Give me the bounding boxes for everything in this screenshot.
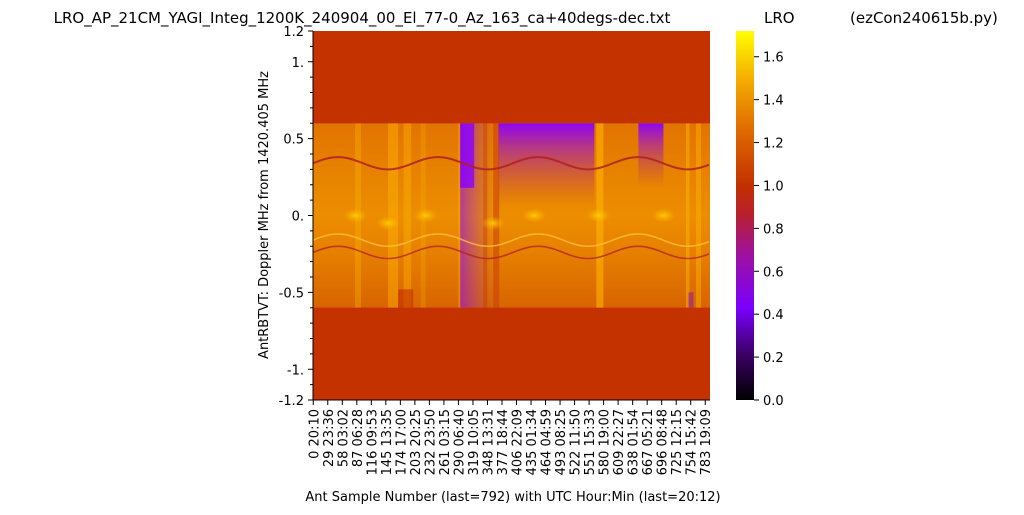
bright-stripe (695, 123, 701, 308)
y-axis-label: AntRBTVT: Doppler MHz from 1420.405 MHz (257, 71, 272, 359)
x-tick-label: 522 11:50 (569, 409, 584, 475)
bright-spot (586, 208, 611, 223)
y-tick-label: -1. (287, 363, 304, 378)
dark-stripe (483, 123, 488, 308)
x-tick-label: 493 08:25 (554, 409, 569, 475)
x-tick-label: 580 19:00 (598, 409, 613, 475)
colorbar-tick-label: 1.0 (763, 179, 784, 194)
y-tick-label: 0. (292, 210, 304, 225)
x-tick-label: 0 20:10 (307, 409, 322, 459)
plot-area (313, 31, 710, 400)
doppler-track (313, 156, 710, 171)
x-tick-label: 406 22:09 (511, 409, 526, 475)
x-tick-label: 232 23:50 (423, 409, 438, 475)
colorbar-tick-label: 1.4 (763, 94, 784, 109)
x-axis-label: Ant Sample Number (last=792) with UTC Ho… (305, 490, 720, 505)
x-tick-label: 58 03:02 (336, 409, 351, 467)
x-tick-label: 87 06:28 (351, 409, 366, 467)
x-tick-label: 377 18:44 (496, 409, 511, 475)
x-tick-label: 145 13:35 (380, 409, 395, 475)
low-region (460, 123, 494, 308)
x-tick-label: 319 10:05 (467, 409, 482, 475)
x-tick-label: 551 15:33 (583, 409, 598, 475)
doppler-track (313, 245, 710, 260)
x-tick-label: 203 20:25 (409, 409, 424, 475)
chart-title-right-a: LRO (764, 9, 795, 27)
doppler-track (313, 233, 710, 247)
bright-spot (376, 216, 401, 231)
x-tick-label: 696 08:48 (656, 409, 671, 475)
y-axis: 1.2 1. 0.5 0. -0.5 -1. -1.2 (279, 25, 314, 409)
bright-stripe (458, 123, 462, 308)
colorbar-tick-label: 1.2 (763, 137, 784, 152)
x-tick-label: 638 01:54 (627, 409, 642, 475)
x-tick-label: 667 05:21 (641, 409, 656, 475)
colorbar-tick-label: 1.6 (763, 51, 784, 66)
colorbar-tick-label: 0.0 (763, 394, 784, 409)
x-tick-label: 783 19:09 (699, 409, 714, 475)
x-tick-label: 174 17:00 (394, 409, 409, 475)
colorbar-tick-label: 0.6 (763, 265, 784, 280)
x-axis: 0 20:10 29 23:36 58 03:02 87 06:28 116 09:53… (307, 399, 714, 475)
x-tick-label: 725 12:15 (670, 409, 685, 475)
bright-spot (651, 208, 676, 223)
x-tick-label: 609 22:27 (612, 409, 627, 475)
x-tick-label: 435 01:34 (525, 409, 540, 475)
dark-patch (398, 289, 414, 308)
bright-spot (481, 216, 506, 231)
x-tick-label: 261 03:15 (438, 409, 453, 475)
dark-patch (688, 292, 694, 308)
bright-stripe (685, 123, 690, 308)
bright-spot (522, 208, 547, 223)
x-tick-label: 754 15:42 (685, 409, 700, 475)
heatmap-data-band (313, 123, 710, 308)
y-tick-label: -1.2 (279, 394, 304, 409)
colorbar-tick-label: 0.8 (763, 222, 784, 237)
chart-title: LRO_AP_21CM_YAGI_Integ_1200K_240904_00_E… (54, 9, 671, 28)
y-tick-label: 1. (292, 56, 304, 71)
x-tick-label: 348 13:31 (482, 409, 497, 475)
x-tick-label: 29 23:36 (322, 409, 337, 467)
y-tick-label: 1.2 (283, 25, 304, 40)
bright-stripe (403, 123, 412, 308)
bright-spot (413, 208, 438, 223)
x-tick-label: 290 06:40 (452, 409, 467, 475)
bright-spot (343, 208, 368, 223)
y-tick-label: 0.5 (283, 133, 304, 148)
low-region (638, 123, 664, 188)
bright-stripe (388, 123, 399, 308)
colorbar-tick-label: 0.4 (763, 308, 784, 323)
colorbar: 0.0 0.2 0.4 0.6 0.8 1.0 1.2 1.4 1.6 (736, 31, 784, 409)
colorbar-tick-label: 0.2 (763, 351, 784, 366)
y-tick-label: -0.5 (279, 286, 304, 301)
x-tick-label: 116 09:53 (365, 409, 380, 475)
colorbar-gradient (736, 31, 754, 400)
low-region (498, 123, 595, 207)
chart-title-right-b: (ezCon240615b.py) (850, 9, 998, 27)
x-tick-label: 464 04:59 (540, 409, 555, 475)
dark-stripe (493, 123, 500, 308)
